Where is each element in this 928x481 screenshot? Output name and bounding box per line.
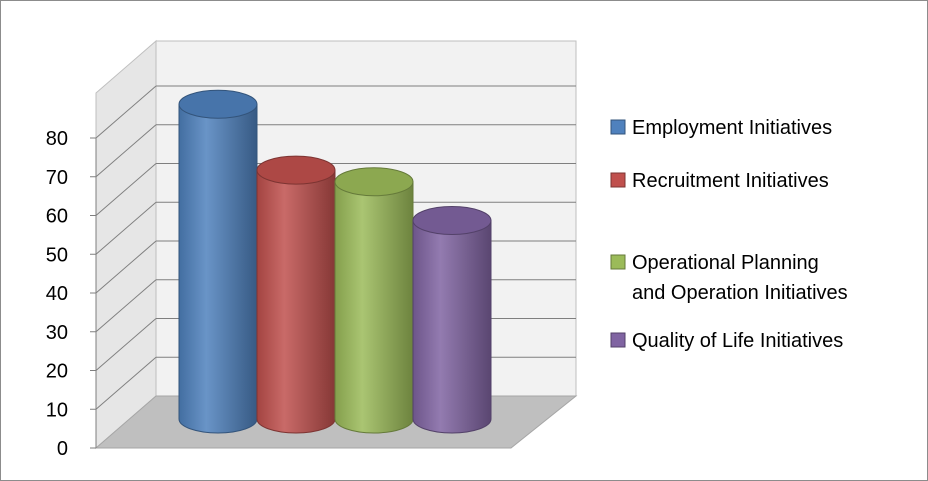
bar-body: [334, 181, 414, 434]
bar-1: [178, 89, 258, 434]
gridline-side: [95, 356, 157, 410]
legend-item-2: Recruitment Initiatives: [610, 170, 829, 192]
legend-swatch: [610, 119, 626, 135]
y-tick-label: 60: [46, 206, 68, 228]
y-tick-label: 50: [46, 244, 68, 266]
legend-label: Employment Initiatives: [632, 117, 832, 139]
legend-label: Recruitment Initiatives: [632, 170, 829, 192]
bar-top: [412, 206, 492, 235]
bar-3: [334, 167, 414, 434]
gridline-side: [95, 163, 157, 216]
bar-top: [256, 155, 336, 185]
y-tick-label: 80: [46, 128, 68, 150]
legend-item-1: Employment Initiatives: [610, 117, 832, 139]
bar-top: [178, 89, 258, 119]
gridline-side: [95, 240, 157, 294]
legend-label: and Operation Initiatives: [632, 282, 848, 304]
y-tick-label: 0: [57, 438, 68, 460]
y-tick-label: 10: [46, 399, 68, 421]
legend-item-4: Quality of Life Initiatives: [610, 330, 843, 352]
bar-body: [256, 169, 336, 434]
legend-label: Quality of Life Initiatives: [632, 330, 843, 352]
legend-swatch: [610, 172, 626, 188]
bar-body: [412, 220, 492, 434]
bar-body: [178, 103, 258, 434]
legend: Employment Initiatives Recruitment Initia…: [610, 117, 848, 352]
y-tick-label: 70: [46, 167, 68, 189]
legend-swatch: [610, 332, 626, 348]
legend-item-3: Operational Planning and Operation Initia…: [610, 252, 848, 304]
bar-2: [256, 155, 336, 434]
y-tick-label: 30: [46, 322, 68, 344]
legend-swatch: [610, 254, 626, 270]
gridline-side: [95, 279, 157, 333]
bar-top: [334, 167, 414, 197]
y-tick-label: 40: [46, 283, 68, 305]
gridline-side: [95, 85, 157, 139]
bars: [178, 89, 492, 434]
y-axis-ticks: 0 10 20 30 40 50 60 70 80: [46, 128, 97, 460]
side-wall: [95, 39, 157, 450]
gridline-side: [95, 201, 157, 255]
gridline-side: [95, 124, 157, 178]
legend-label: Operational Planning: [632, 252, 819, 274]
bar-4: [412, 206, 492, 434]
gridline-side: [95, 318, 157, 371]
y-tick-label: 20: [46, 361, 68, 383]
